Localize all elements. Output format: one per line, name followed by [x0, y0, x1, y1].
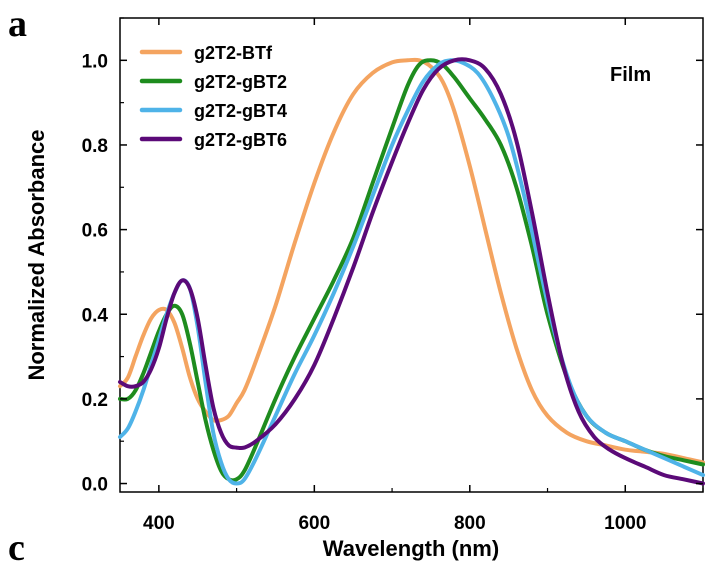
y-ticks: 0.0 0.2 0.4 0.6 0.8 1.0 — [82, 17, 703, 496]
x-tick-label: 800 — [454, 513, 486, 534]
y-tick-label: 0.6 — [82, 221, 108, 242]
legend: g2T2-BTf g2T2-gBT2 g2T2-gBT4 g2T2-gBT6 — [139, 43, 287, 150]
plot-area: 400 600 800 1000 0.0 0.2 0.4 0.6 0.8 1.0 — [82, 17, 705, 534]
y-tick-label: 0.4 — [82, 305, 109, 326]
series-line-g2t2-btf — [118, 57, 705, 465]
y-tick-label: 0.2 — [82, 390, 108, 411]
series-line-g2t2-gbt2 — [118, 58, 705, 483]
series-line-g2t2-gbt6 — [118, 57, 705, 486]
panel-label-c: c — [8, 527, 25, 567]
film-annotation: Film — [610, 64, 651, 86]
plot-frame — [119, 17, 704, 493]
x-ticks: 400 600 800 1000 — [143, 18, 704, 534]
y-tick-label: 0.0 — [82, 475, 108, 496]
series-layer — [118, 57, 705, 486]
x-tick-label: 400 — [143, 513, 175, 534]
x-tick-label: 600 — [298, 513, 330, 534]
x-axis-title: Wavelength (nm) — [323, 536, 499, 561]
x-tick-label: 1000 — [604, 513, 646, 534]
legend-item: g2T2-gBT6 — [139, 130, 287, 150]
y-tick-label: 1.0 — [82, 51, 108, 72]
legend-label: g2T2-BTf — [194, 43, 273, 63]
legend-label: g2T2-gBT4 — [194, 101, 287, 121]
legend-label: g2T2-gBT6 — [194, 130, 287, 150]
legend-item: g2T2-gBT4 — [139, 101, 287, 121]
panel-label-a: a — [8, 3, 27, 45]
legend-item: g2T2-gBT2 — [139, 72, 287, 92]
legend-item: g2T2-BTf — [139, 43, 273, 63]
y-axis-title: Normalized Absorbance — [24, 129, 49, 380]
legend-label: g2T2-gBT2 — [194, 72, 287, 92]
y-tick-label: 0.8 — [82, 136, 108, 157]
